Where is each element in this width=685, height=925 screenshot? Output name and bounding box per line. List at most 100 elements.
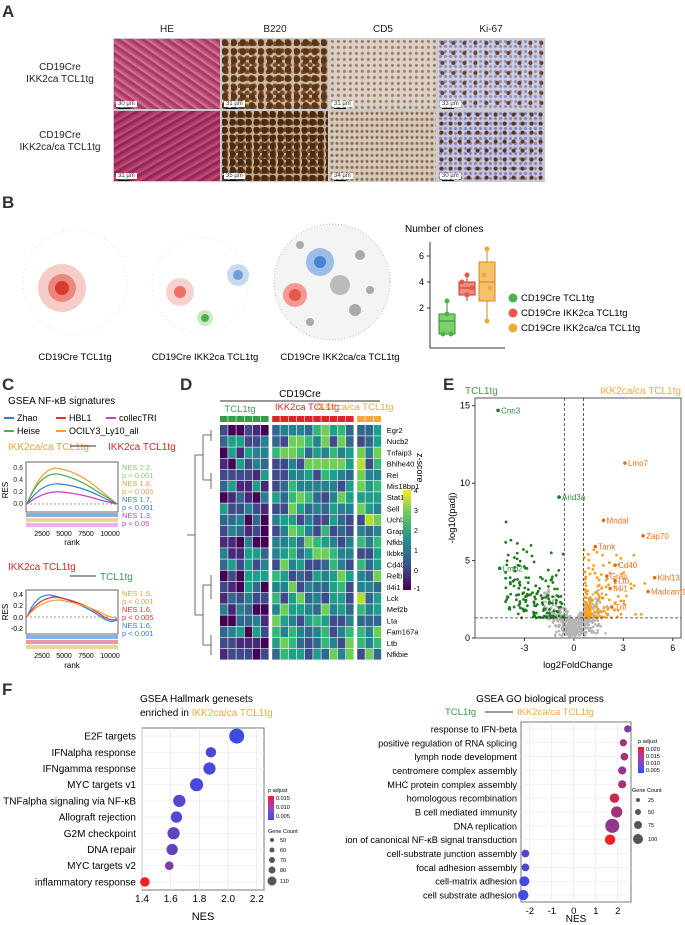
volcano-point-ns xyxy=(565,626,568,629)
heatmap-cell xyxy=(220,503,228,514)
heatmap-cell xyxy=(373,604,382,615)
heatmap-cell xyxy=(280,492,288,503)
clones-box-ikk2caca xyxy=(478,246,496,324)
volcano-labeled-point xyxy=(496,408,500,413)
svg-text:2: 2 xyxy=(414,528,418,535)
heatmap-cell xyxy=(329,649,338,660)
volcano-point-ns xyxy=(574,624,578,628)
heatmap-cell xyxy=(313,525,321,537)
heatmap-cell xyxy=(236,469,244,481)
heatmap-cell xyxy=(252,469,261,481)
svg-text:5000: 5000 xyxy=(56,531,72,538)
volcano-point-down xyxy=(535,591,539,595)
heatmap-cell xyxy=(373,447,382,458)
heatmap-cell xyxy=(337,637,346,649)
volcano-point-down xyxy=(515,593,518,597)
svg-text:0.020: 0.020 xyxy=(646,747,660,753)
volcano-point-up xyxy=(596,592,600,596)
svg-text:4: 4 xyxy=(419,277,424,287)
volcano-point-down xyxy=(525,550,529,554)
heatmap-cell xyxy=(337,581,346,593)
dotplot-dot xyxy=(521,849,530,858)
volcano-point-down xyxy=(530,554,534,558)
svg-text:0.2: 0.2 xyxy=(13,603,23,610)
volcano-point-up xyxy=(583,595,587,599)
heatmap-cell xyxy=(357,514,365,526)
volcano-point-down xyxy=(534,584,538,588)
heatmap-cell xyxy=(373,469,382,481)
volcano-gene-label: Lmo7 xyxy=(628,459,649,468)
volcano-point-up xyxy=(624,594,628,598)
heatmap-cell xyxy=(321,469,329,481)
heatmap-cell xyxy=(313,436,321,447)
heatmap-cell xyxy=(288,615,297,626)
heatmap-cell xyxy=(321,626,329,638)
dotplot-dot xyxy=(620,752,629,761)
svg-text:p < 0.001: p < 0.001 xyxy=(122,597,154,606)
heatmap-cell xyxy=(346,581,354,593)
svg-text:NES 2.2,: NES 2.2, xyxy=(122,463,152,472)
heatmap-cell xyxy=(280,570,288,582)
heatmap-cell xyxy=(261,548,269,559)
heatmap-cell xyxy=(252,615,261,626)
heatmap-cell xyxy=(357,537,365,548)
svg-text:2500: 2500 xyxy=(34,653,50,660)
heatmap-annotation-cell xyxy=(357,416,365,422)
heatmap-cell xyxy=(337,481,346,492)
micrograph-ki67-row2: 30 µm xyxy=(437,110,545,182)
heatmap-cell xyxy=(261,436,269,447)
dotplot-dot xyxy=(173,794,186,808)
heatmap-cell xyxy=(261,570,269,582)
panel-letter-f: F xyxy=(2,680,13,699)
heatmap-cell xyxy=(346,537,354,548)
volcano-point-ns xyxy=(567,623,571,627)
heatmap-cell xyxy=(236,525,244,537)
hallmark-xticks: 1.4 1.6 1.8 2.0 2.2 xyxy=(135,894,264,905)
hallmark-grid xyxy=(141,728,264,890)
heatmap-cell xyxy=(236,581,244,593)
heatmap-cell xyxy=(272,559,280,570)
volcano-point-up xyxy=(588,613,592,617)
volcano-point-down xyxy=(552,609,556,613)
heatmap-cell xyxy=(236,548,244,559)
go-left-group: TCL1tg xyxy=(445,707,476,718)
heatmap-cell xyxy=(321,425,329,436)
heatmap-cell xyxy=(365,593,373,604)
heatmap-cell xyxy=(252,525,261,537)
clone-network-ikk2ca xyxy=(151,236,249,334)
heatmap-cell xyxy=(252,637,261,649)
heatmap-cell xyxy=(272,514,280,526)
volcano-point-down xyxy=(516,577,519,581)
heatmap-cell xyxy=(272,503,280,514)
volcano-point-down xyxy=(526,588,530,591)
heatmap-cell xyxy=(280,425,288,436)
heatmap-cell xyxy=(365,637,373,649)
volcano-point-down xyxy=(509,592,513,596)
volcano-point-up xyxy=(587,596,590,600)
volcano-gene-label: Klhl13 xyxy=(658,574,681,583)
heatmap-cell xyxy=(337,469,346,481)
heatmap-cell xyxy=(357,637,365,649)
dotplot-dot xyxy=(618,766,627,775)
heatmap-cell xyxy=(329,503,338,514)
heatmap-cell xyxy=(228,537,236,548)
volcano-point-up xyxy=(600,615,604,619)
heatmap-cell xyxy=(321,649,329,660)
volcano-point-up xyxy=(584,584,588,588)
volcano-point-ns xyxy=(595,600,599,604)
volcano-point-down xyxy=(544,579,548,583)
heatmap-cell xyxy=(305,604,313,615)
panel-letter-c: C xyxy=(2,375,15,394)
volcano-point-down xyxy=(524,598,528,602)
volcano-point-up xyxy=(643,582,647,585)
volcano-point-up xyxy=(593,591,597,594)
dotplot-category-label: E2F targets xyxy=(84,732,136,743)
heatmap-cell xyxy=(288,593,297,604)
go-dotplot-svg: GSEA GO biological process TCL1tg IKK2ca… xyxy=(345,694,662,925)
volcano-point-up xyxy=(604,593,608,597)
heatmap-cell xyxy=(261,604,269,615)
volcano-point-up xyxy=(606,606,610,610)
heatmap-svg: CD19Cre TCL1tg IKK2ca TCL1tg IKK2ca/ca T… xyxy=(187,389,425,660)
volcano-point-ns xyxy=(577,621,581,624)
go-legend: p adjust 0.020 0.015 0.010 0.005 Gene Co… xyxy=(632,739,662,844)
